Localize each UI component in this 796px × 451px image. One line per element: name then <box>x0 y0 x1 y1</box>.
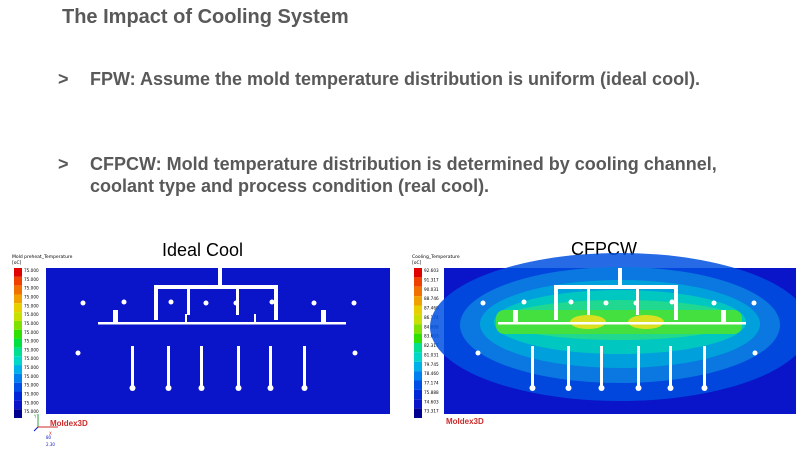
legend-value: 75.000 <box>24 312 39 317</box>
legend-swatch <box>14 365 22 374</box>
legend-swatch <box>414 314 422 325</box>
legend-swatch <box>414 277 422 287</box>
legend-value: 75.888 <box>424 390 439 395</box>
legend-value: 88.746 <box>424 296 439 301</box>
legend-unit: [oC] <box>12 260 22 266</box>
bullet-marker: > <box>58 154 69 174</box>
legend-swatch <box>14 303 22 313</box>
legend-swatch <box>414 399 422 409</box>
legend-value: 75.000 <box>24 330 39 335</box>
bullet-text: FPW: Assume the mold temperature distrib… <box>90 69 701 89</box>
axis-label-x: X <box>49 431 52 436</box>
mold-geometry <box>475 268 758 391</box>
caption-ideal-cool: Ideal Cool <box>162 240 244 260</box>
legend-value: 75.000 <box>24 294 39 299</box>
legend-swatch <box>14 329 22 339</box>
legend-value: 75.000 <box>24 339 39 344</box>
legend-value: 92.603 <box>424 268 439 273</box>
legend-swatch <box>14 356 22 366</box>
moldex-logo: Moldex3D <box>446 417 484 426</box>
axis-label-scale-2: 2.30 <box>46 442 55 447</box>
legend-value: 75.000 <box>24 365 39 370</box>
bullet-marker: > <box>58 69 69 89</box>
legend-swatch <box>414 324 422 334</box>
legend-value: 75.000 <box>24 392 39 397</box>
legend-swatch <box>414 296 422 306</box>
legend-unit: [oC] <box>412 260 422 266</box>
legend-value: 75.000 <box>24 277 39 282</box>
legend-swatch <box>414 305 422 315</box>
ideal-cool-simulation: Mold preheat_Temperature [oC] 75.000 75.0… <box>10 252 390 448</box>
legend-swatch <box>414 361 422 372</box>
legend-swatch <box>14 276 22 286</box>
legend-swatch <box>414 408 422 418</box>
legend-swatch <box>414 380 422 390</box>
legend-swatch <box>14 312 22 321</box>
legend-swatch <box>14 294 22 304</box>
axis-triad-icon <box>33 414 58 432</box>
color-legend: 92.60391.31790.03188.74687.46086.17484.8… <box>414 268 439 418</box>
legend-swatch <box>14 268 22 277</box>
legend-value: 77.174 <box>424 381 439 386</box>
legend-title: Mold preheat_Temperature <box>12 254 73 260</box>
legend-swatch <box>414 343 422 353</box>
legend-value: 73.317 <box>424 409 439 414</box>
slide-title: The Impact of Cooling System <box>62 6 349 28</box>
legend-swatch <box>14 373 22 383</box>
legend-value: 75.000 <box>24 303 39 308</box>
legend-swatch <box>14 400 22 410</box>
legend-value: 90.031 <box>424 287 439 292</box>
mold-geometry <box>75 268 358 391</box>
legend-swatch <box>14 338 22 348</box>
legend-value: 75.000 <box>24 286 39 291</box>
legend-value: 81.031 <box>424 352 439 357</box>
legend-swatch <box>14 382 22 392</box>
legend-swatch <box>414 389 422 400</box>
legend-value: 75.000 <box>24 400 39 405</box>
moldex-logo: Moldex3D <box>50 419 88 428</box>
legend-value: 82.317 <box>424 343 439 348</box>
axis-label-y: Y <box>33 414 37 419</box>
legend-swatch <box>14 320 22 330</box>
legend-swatch <box>414 286 422 297</box>
legend-value: 79.745 <box>424 362 439 367</box>
legend-value: 75.000 <box>24 347 39 352</box>
legend-value: 78.460 <box>424 371 439 376</box>
legend-swatch <box>414 333 422 343</box>
legend-swatch <box>414 352 422 362</box>
legend-value: 75.000 <box>24 268 39 273</box>
legend-value: 86.174 <box>424 315 439 320</box>
axis-label-scale-1: 80 <box>46 435 52 440</box>
temperature-field <box>430 253 796 401</box>
legend-value: 75.000 <box>24 374 39 379</box>
legend-title: Cooling_Temperature <box>412 254 460 260</box>
legend-swatch <box>14 391 22 401</box>
legend-value: 74.603 <box>424 399 439 404</box>
legend-value: 87.460 <box>424 306 439 311</box>
legend-swatch <box>14 409 22 418</box>
legend-value: 75.000 <box>24 409 39 414</box>
legend-swatch <box>14 285 22 295</box>
color-legend: 75.000 75.000 75.000 75.000 75.000 75.000 75.0… <box>14 268 39 418</box>
cfpcw-simulation: Cooling_Temperature [oC] 92.603 91.317 90.… <box>408 252 796 448</box>
legend-value: 75.000 <box>24 321 39 326</box>
legend-value: 91.317 <box>424 277 439 282</box>
legend-value: 75.000 <box>24 356 39 361</box>
bullet-text: CFPCW: Mold temperature distribution is … <box>90 154 717 196</box>
mold-body <box>46 268 390 414</box>
legend-swatch <box>14 347 22 357</box>
legend-swatch <box>414 268 422 278</box>
legend-swatch <box>414 371 422 381</box>
legend-value: 75.000 <box>24 383 39 388</box>
